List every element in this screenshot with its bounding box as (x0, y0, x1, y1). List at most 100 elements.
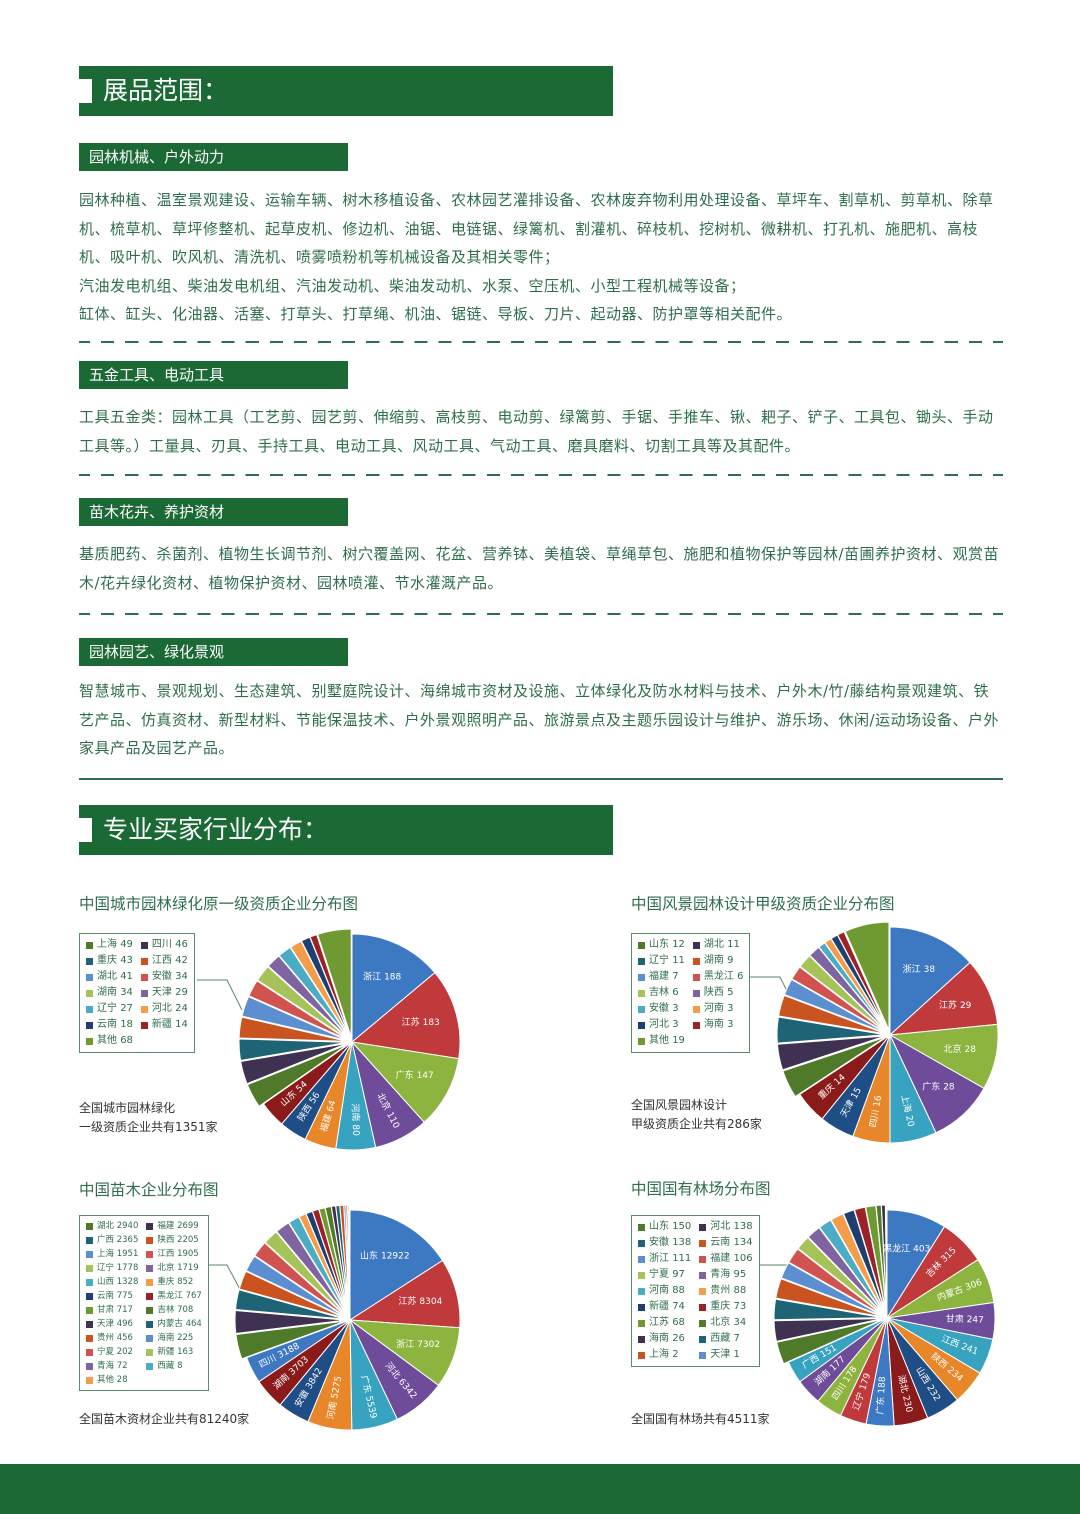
slice-label: 甘肃 247 (945, 1313, 984, 1326)
legend-label: 其他 (97, 1375, 115, 1385)
legend-label: 黑龙江 (157, 1291, 183, 1301)
legend-value: 852 (177, 1277, 194, 1287)
pie-slice-天津 (267, 955, 349, 1039)
legend-item: 上海 2 (638, 1348, 691, 1362)
legend-item: 上海 49 (86, 938, 133, 952)
legend-item: 四川 46 (140, 938, 188, 952)
legend-value: 27 (120, 1003, 133, 1014)
pie-slice-新疆 (842, 1209, 886, 1314)
legend-label: 上海 (649, 1349, 669, 1360)
slice-label-value: 403 (913, 1245, 930, 1255)
legend-swatch (86, 989, 93, 997)
legend-item: 辽宁 27 (86, 1002, 133, 1016)
pie-slice-山东 (776, 1319, 883, 1365)
legend-value: 88 (733, 1285, 747, 1296)
slice-label-value: 16 (872, 1094, 884, 1107)
legend-item: 天津 1 (699, 1348, 752, 1362)
legend-value: 34 (120, 987, 133, 998)
legend-item: 浙江 111 (638, 1252, 691, 1266)
pie-slice-广西 (234, 1289, 346, 1320)
slice-label-name: 浙江 (363, 970, 381, 982)
legend-value: 49 (120, 939, 133, 950)
legend-item: 内蒙古 464 (146, 1318, 202, 1330)
legend-swatch (140, 957, 148, 965)
legend-label: 新疆 (649, 1301, 669, 1312)
legend-label: 上海 (97, 1249, 115, 1259)
legend-label: 河北 (649, 1019, 669, 1030)
legend-swatch (86, 1362, 93, 1370)
pie-slice-宁夏 (797, 1236, 884, 1316)
legend-swatch (146, 1320, 154, 1328)
legend-swatch (638, 957, 645, 965)
category-text-machinery: 园林种植、温室景观建设、运输车辆、树木移植设备、农林园艺灌排设备、农林废弃物利用… (79, 186, 1003, 329)
legend-swatch (86, 973, 93, 981)
legend-swatch (86, 1037, 93, 1045)
legend-item: 海南 3 (692, 1018, 744, 1032)
legend-value: 1778 (116, 1263, 139, 1273)
legend-value: 8 (177, 1361, 183, 1371)
pie-slice-四川 (245, 1319, 351, 1383)
caption-line: 甲级资质企业共有286家 (631, 1117, 762, 1131)
slice-label-value: 38 (924, 965, 936, 975)
legend-value: 464 (185, 1319, 202, 1329)
legend-label: 广西 (97, 1235, 115, 1245)
legend-label: 青海 (710, 1269, 731, 1280)
legend-item: 重庆 43 (86, 954, 133, 968)
legend-value: 34 (733, 1317, 747, 1328)
legend-item: 江苏 68 (638, 1316, 691, 1330)
caption-line: 全国苗木资材企业共有81240家 (79, 1412, 250, 1426)
legend-label: 吉林 (649, 987, 669, 998)
slice-label: 上海20 (899, 1094, 918, 1129)
slice-label: 河南 80 (349, 1103, 362, 1136)
text-line: 园林种植、温室景观建设、运输车辆、树木移植设备、农林园艺灌排设备、农林废弃物利用… (79, 191, 994, 266)
legend-swatch (140, 989, 148, 997)
legend-swatch (699, 1239, 707, 1247)
legend-label: 新疆 (157, 1347, 175, 1357)
legend-item: 湖北 41 (86, 970, 133, 984)
legend-item: 贵州 88 (699, 1284, 752, 1298)
legend-swatch (638, 973, 645, 981)
legend-swatch (86, 1278, 93, 1286)
slice-label-value: 8304 (419, 1297, 442, 1307)
legend-value: 202 (116, 1347, 133, 1357)
legend-label: 安徽 (649, 1003, 669, 1014)
legend-item: 河北 3 (638, 1018, 685, 1032)
legend-label: 海南 (157, 1333, 175, 1343)
legend-item: 安徽 138 (638, 1236, 691, 1250)
chart-caption: 全国苗木资材企业共有81240家 (79, 1410, 249, 1429)
legend-item: 北京 34 (699, 1316, 752, 1330)
slice-label: 四川 16 (869, 1094, 885, 1128)
legend-label: 北京 (157, 1263, 175, 1273)
slice-label-name: 广东 (922, 1080, 940, 1092)
legend-value: 68 (672, 1317, 685, 1328)
legend-swatch (86, 957, 93, 965)
legend-label: 重庆 (710, 1301, 731, 1312)
legend-swatch (699, 1335, 707, 1343)
dashed-divider (79, 341, 1003, 343)
legend-label: 辽宁 (97, 1263, 115, 1273)
legend-swatch (146, 1264, 154, 1272)
legend-value: 74 (672, 1301, 685, 1312)
pie-slice-北京 (275, 1222, 348, 1317)
legend-value: 68 (120, 1035, 133, 1046)
legend-swatch (638, 1239, 645, 1247)
legend-label: 辽宁 (649, 955, 669, 966)
slice-label-name: 浙江 (396, 1338, 414, 1350)
legend-item: 海南 225 (146, 1332, 201, 1344)
pie-slice-福建 (788, 1248, 884, 1316)
legend-swatch (146, 1362, 154, 1370)
legend-value: 5 (727, 987, 734, 998)
legend-value: 138 (672, 1237, 692, 1248)
legend-value: 708 (177, 1305, 194, 1315)
legend-label: 福建 (157, 1221, 175, 1231)
legend-value: 3 (727, 1003, 734, 1014)
slice-label: 北京 28 (943, 1043, 976, 1055)
category-text-tools: 工具五金类：园林工具（工艺剪、园艺剪、伸缩剪、高枝剪、电动剪、绿篱剪、手锯、手推… (79, 408, 994, 455)
slice-label-value: 188 (384, 972, 401, 982)
legend-swatch (146, 1348, 154, 1356)
legend-item: 辽宁 1778 (86, 1262, 138, 1274)
pie-slice-江苏 (348, 1259, 461, 1329)
legend-value: 9 (727, 955, 734, 966)
